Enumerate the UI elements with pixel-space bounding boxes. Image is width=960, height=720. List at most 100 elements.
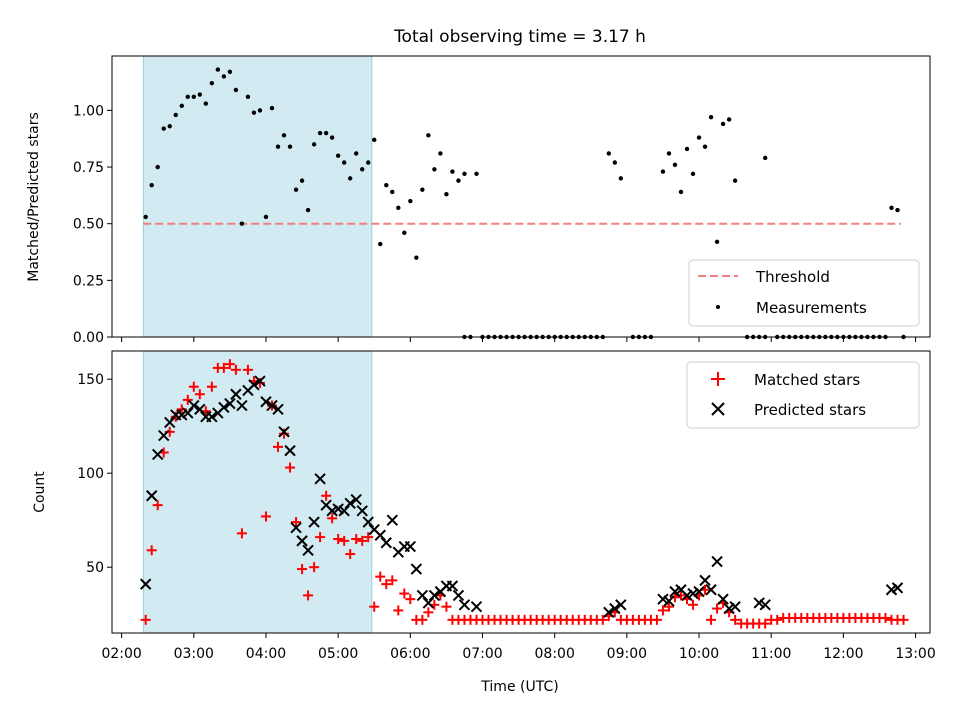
measurement-point [396, 205, 401, 211]
matched-star-point [279, 428, 290, 439]
measurement-point [227, 69, 233, 75]
matched-star-point [146, 545, 157, 556]
x-tick-label: 05:00 [318, 646, 358, 662]
bottom-axes-frame [111, 350, 931, 634]
top-panel-shade [142, 55, 373, 338]
measurement-point [378, 241, 383, 247]
measurement-point [275, 144, 281, 149]
bottom-y-axis-label: Count [32, 471, 48, 513]
matched-star-point [297, 564, 308, 575]
measurement-point [672, 162, 678, 167]
matched-star-point [772, 614, 783, 625]
measurement-point [402, 230, 407, 235]
x-tick-label: 04:00 [246, 646, 286, 662]
matched-star-point [657, 605, 668, 616]
predicted-star-point [266, 399, 278, 412]
measurement-point [299, 178, 305, 183]
measurement-point [269, 105, 275, 111]
measurement-point [281, 133, 287, 138]
predicted-star-point [693, 585, 705, 598]
legend-predicted-swatch [711, 402, 725, 416]
measurement-point [143, 214, 148, 220]
measurement-point [438, 151, 443, 156]
predicted-star-point [452, 589, 465, 602]
top-y-tick-label: 0.75 [73, 160, 104, 176]
measurement-point [414, 255, 419, 260]
measurement-point [155, 164, 160, 170]
matched-star-point [182, 394, 193, 405]
measurement-point [612, 160, 618, 165]
predicted-star-point [218, 401, 230, 414]
top-y-tick-label: 0.25 [73, 273, 104, 289]
measurement-point [239, 221, 245, 226]
matched-star-point [309, 562, 320, 573]
measurement-point [221, 74, 227, 79]
matched-star-point [230, 364, 241, 375]
predicted-star-point [296, 535, 308, 547]
matched-star-point [405, 594, 416, 605]
matched-star-point [315, 532, 326, 543]
predicted-star-point [260, 396, 272, 408]
predicted-star-point [158, 429, 170, 442]
matched-star-point [327, 513, 338, 524]
measurement-point [179, 103, 184, 109]
top-y-tick-label: 0.50 [73, 217, 104, 233]
measurement-point [690, 171, 696, 177]
predicted-star-point [422, 597, 435, 609]
legend-predicted-label: Predicted stars [754, 401, 866, 419]
predicted-star-point [717, 593, 729, 605]
matched-star-point [423, 607, 434, 618]
predicted-star-point [446, 580, 459, 592]
predicted-star-point [139, 578, 152, 590]
measurement-point [714, 239, 720, 245]
matched-star-point [730, 614, 741, 625]
bottom-y-tick-label: 50 [86, 560, 104, 576]
predicted-star-point [302, 544, 314, 556]
measurement-point [360, 167, 365, 172]
measurement-point [420, 187, 425, 192]
measurement-point [895, 207, 900, 213]
measurement-point [311, 142, 317, 147]
predicted-star-point [206, 411, 218, 423]
bottom-y-tick-label: 100 [77, 466, 104, 482]
predicted-star-point [404, 540, 417, 553]
predicted-star-point [891, 582, 904, 594]
predicted-star-point [344, 497, 356, 509]
predicted-star-point [603, 606, 615, 619]
predicted-star-point [194, 403, 206, 415]
predicted-star-point [711, 555, 723, 568]
top-y-ticks: 0.00 0.25 0.50 0.75 1.00 [73, 103, 112, 346]
measurement-point [456, 178, 461, 183]
measurement-point [263, 214, 269, 220]
measurement-point [432, 167, 437, 172]
legend-measurements-label: Measurements [756, 299, 867, 317]
x-tick-label: 11:00 [751, 646, 791, 662]
predicted-star-point [272, 403, 284, 415]
predicted-star-point [470, 600, 483, 613]
measurement-point [678, 189, 684, 195]
measurement-point [732, 178, 738, 183]
measurement-point [347, 176, 353, 181]
predicted-star-point [759, 599, 771, 611]
measurement-point [251, 110, 257, 115]
matched-star-point [706, 614, 717, 625]
measurement-point [889, 205, 894, 211]
predicted-star-point [705, 584, 717, 596]
measurement-point [684, 146, 690, 152]
x-tick-label: 12:00 [823, 646, 863, 662]
x-tick-label: 06:00 [390, 646, 430, 662]
measurement-point [287, 144, 293, 149]
matched-star-point [218, 362, 229, 373]
top-y-axis-label: Matched/Predicted stars [26, 112, 42, 282]
matched-star-point [152, 500, 163, 511]
matched-star-point [194, 389, 205, 400]
measurement-point [203, 101, 209, 106]
measurement-point [341, 160, 347, 165]
measurement-point [720, 121, 726, 127]
measurement-point [444, 192, 449, 197]
matched-star-point [188, 381, 199, 392]
measurement-point [329, 135, 335, 140]
top-y-tick-label: 0.00 [73, 330, 104, 346]
predicted-star-point [458, 599, 471, 611]
